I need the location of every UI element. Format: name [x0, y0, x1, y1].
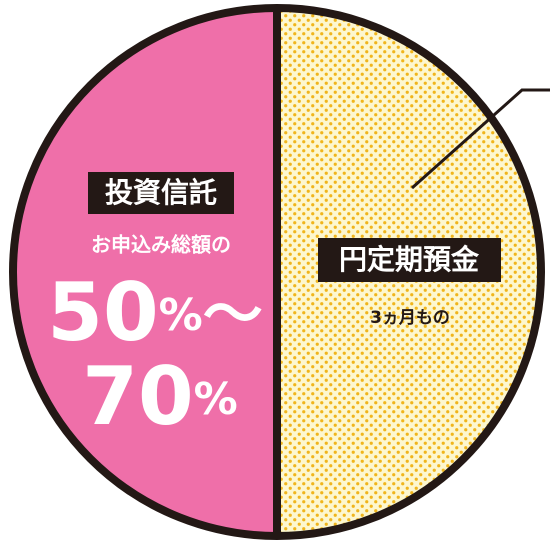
label-box [88, 172, 234, 214]
amount-line: 70% [82, 350, 237, 443]
segment-label: 投資信託 [105, 176, 217, 209]
pink-half [13, 8, 277, 536]
range-sign: ～ [203, 280, 263, 350]
unit: % [194, 374, 238, 425]
segment-label: 円定期預金 [339, 243, 480, 276]
amount: 50 [47, 266, 158, 359]
amount: 70 [82, 350, 193, 443]
segment-caption: 3ヵ月もの [370, 308, 450, 328]
label-box [318, 238, 501, 282]
unit: % [159, 290, 203, 341]
leader-line [411, 88, 550, 190]
amount-line: 50%～ [47, 266, 262, 359]
segment-caption: お申込み総額の [91, 233, 231, 257]
